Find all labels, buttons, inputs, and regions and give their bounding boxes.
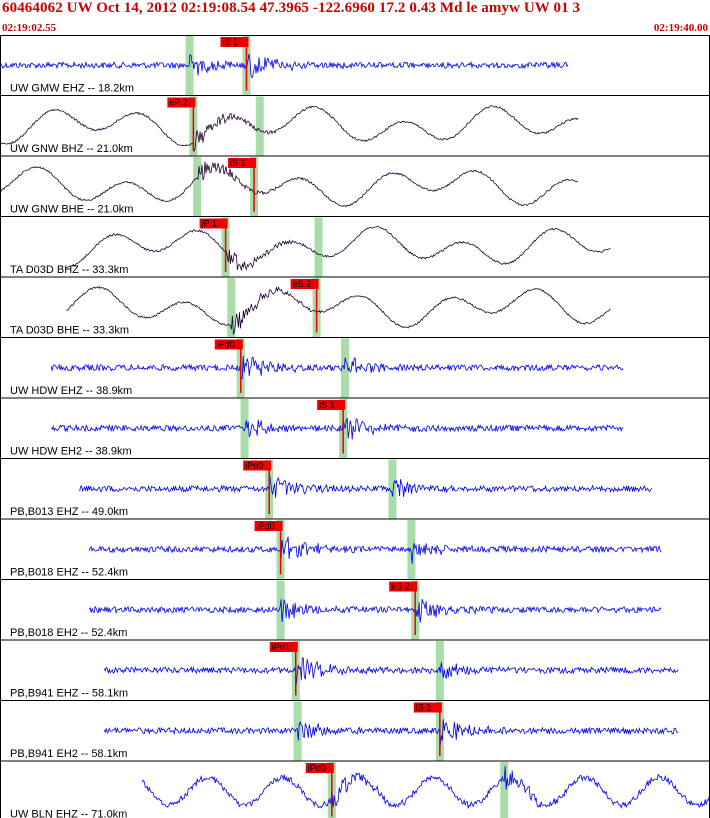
waveform-trace [66,225,611,271]
waveform-trace [0,105,579,153]
waveform-trace [0,161,579,208]
waveform-trace [141,765,710,810]
station-label: UW GMW EHZ -- 18.2km [10,83,134,95]
trace-row: iS 1 PB,B941 EH2 -- 58.1km [0,700,710,761]
station-label: UW HDW EH2 -- 38.9km [10,446,132,458]
pick-label: eS 2 [391,582,410,592]
analysis-window [185,36,194,96]
analysis-window [193,157,202,217]
pick-box [413,702,442,713]
pick-label: iPd0 [308,763,326,773]
pick-box [214,339,243,350]
pick-box [199,218,228,229]
analysis-window [388,459,397,519]
station-label: UW GNW BHE -- 21.0km [10,204,133,216]
trace-row: iS 1 UW GNW BHE -- 21.0km [0,155,710,217]
analysis-window [314,217,323,277]
end-time-label: 02:19:40.00 [653,22,708,34]
pick-box [167,97,196,108]
trace-row: eP 2 UW GNW BHZ -- 21.0km [0,95,710,156]
waveform-trace [103,719,679,746]
trace-row: iPd0 UW HDW EHZ -- 38.9km [0,337,710,398]
station-label: TA D03D BHE -- 33.3km [10,325,129,337]
waveform-trace [66,285,611,336]
station-label: TA D03D BHZ -- 33.3km [10,264,128,276]
pick-box [243,460,272,471]
event-header: 60464062 UW Oct 14, 2012 02:19:08.54 47.… [2,0,581,16]
waveform-trace [88,598,662,623]
analysis-window [227,278,236,338]
station-label: PB,B941 EHZ -- 58.1km [10,688,128,700]
trace-row: iPd0 PB,B018 EHZ -- 52.4km [0,518,710,580]
pick-label: iS 1 [222,37,238,47]
trace-row: iS 1 UW GMW EHZ -- 18.2km [0,36,569,96]
station-label: PB,B018 EH2 -- 52.4km [10,627,127,639]
station-label: UW HDW EHZ -- 38.9km [10,385,132,397]
pick-box [389,581,418,592]
station-label: UW GNW BHZ -- 21.0km [10,143,133,155]
pick-label: eP 2 [169,98,187,108]
trace-row: iPd1 PB,B941 EHZ -- 58.1km [0,639,710,701]
start-time-label: 02:19:02.55 [2,22,57,34]
trace-row: eS 2 PB,B018 EH2 -- 52.4km [0,579,710,640]
waveform-trace [79,474,652,498]
analysis-window [407,520,416,580]
trace-row: iS 1 UW HDW EH2 -- 38.9km [0,397,710,459]
station-label: PB,B018 EHZ -- 52.4km [10,567,128,579]
pick-box [305,763,334,773]
pick-label: iPd0 [257,521,275,531]
waveform-trace [103,657,679,685]
trace-row: eS 2 TA D03D BHE -- 33.3km [0,276,710,338]
trace-row: iPd0 PB,B013 EHZ -- 49.0km [0,458,710,519]
pick-box [254,521,283,531]
analysis-window [341,338,350,398]
pick-label: iS 1 [230,158,246,168]
analysis-window [500,762,509,818]
waveform-trace [0,53,569,79]
pick-box [317,400,346,410]
station-label: PB,B013 EHZ -- 49.0km [10,506,128,518]
pick-label: iP 1 [202,219,217,229]
analysis-window [276,580,285,640]
pick-box [290,279,319,289]
pick-box [228,158,257,168]
pick-box [269,642,298,652]
trace-row: iPd0 UW BLN EHZ -- 71.0km [0,760,710,818]
waveform-trace [88,536,662,564]
analysis-window [255,96,264,156]
pick-box [220,37,249,47]
pick-label: iPd0 [217,340,235,350]
pick-label: iS 1 [319,400,335,410]
waveform-trace [50,417,624,440]
waveform-trace [50,355,624,380]
pick-label: iPd0 [245,461,263,471]
pick-label: iS 1 [416,703,432,713]
pick-label: iPd1 [272,642,290,652]
station-label: UW BLN EHZ -- 71.0km [10,809,127,818]
station-label: PB,B941 EH2 -- 58.1km [10,748,127,760]
pick-label: eS 2 [293,279,312,289]
trace-row: iP 1 TA D03D BHZ -- 33.3km [0,216,710,277]
